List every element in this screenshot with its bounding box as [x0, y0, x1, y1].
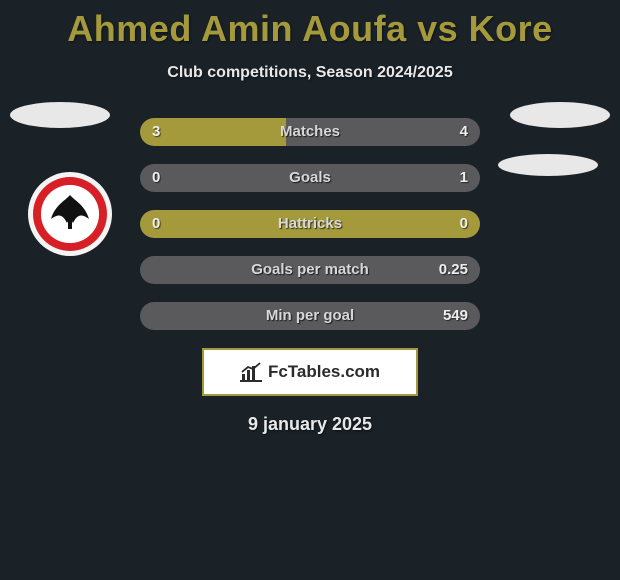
club-badge-inner [33, 177, 107, 251]
brand-text: FcTables.com [268, 362, 380, 382]
stat-row: 34Matches [140, 118, 480, 146]
player-right-oval [510, 102, 610, 128]
brand-box[interactable]: FcTables.com [202, 348, 418, 396]
stat-row: 00Hattricks [140, 210, 480, 238]
date-text: 9 january 2025 [0, 414, 620, 435]
stat-label: Min per goal [140, 302, 480, 330]
stat-row: 0.25Goals per match [140, 256, 480, 284]
stat-label: Hattricks [140, 210, 480, 238]
player-left-oval [10, 102, 110, 128]
stat-label: Matches [140, 118, 480, 146]
player-right-oval-2 [498, 154, 598, 176]
stat-row: 01Goals [140, 164, 480, 192]
page-title: Ahmed Amin Aoufa vs Kore [0, 0, 620, 50]
stat-label: Goals per match [140, 256, 480, 284]
eagle-icon [45, 189, 95, 239]
stat-label: Goals [140, 164, 480, 192]
club-badge [28, 172, 112, 256]
subtitle: Club competitions, Season 2024/2025 [0, 64, 620, 82]
stat-row: 549Min per goal [140, 302, 480, 330]
stats-area: 34Matches 01Goals 00Hattricks 0.25Goals per… [0, 118, 620, 330]
chart-icon [240, 362, 262, 382]
